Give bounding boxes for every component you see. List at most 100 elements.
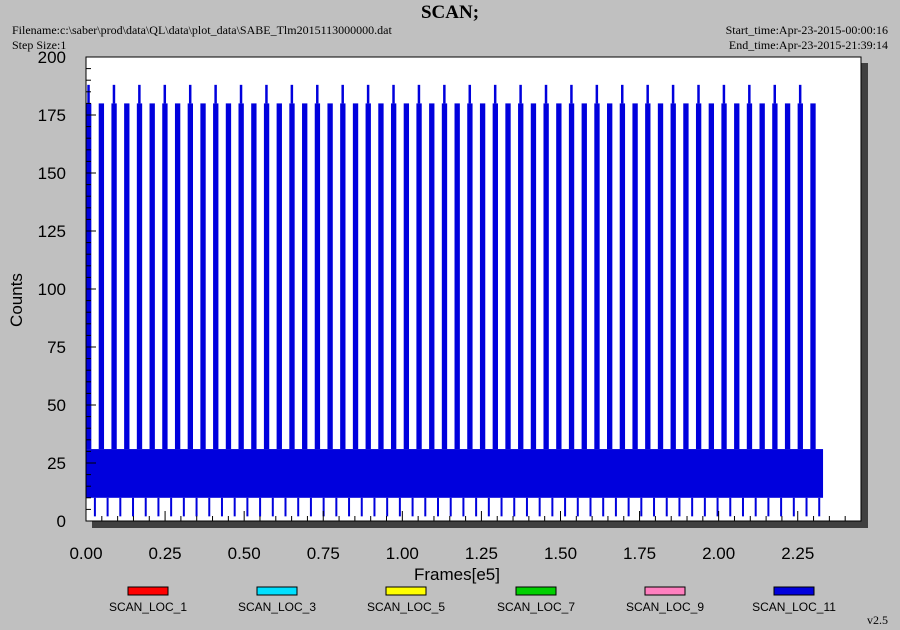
series-layer [86,84,824,517]
scan-pulse [721,103,727,450]
scan-pulse [314,103,321,450]
scan-band [86,449,824,498]
y-tick-label: 175 [38,106,66,125]
legend-label: SCAN_LOC_7 [497,600,575,614]
legend-label: SCAN_LOC_3 [238,600,316,614]
y-tick-label: 25 [47,454,66,473]
scan-pulse [556,103,562,450]
scan-pulse [340,103,346,450]
scan-pulse [289,103,295,450]
legend-swatch [385,586,427,596]
x-tick-label: 0.00 [69,544,102,563]
scan-pulse [607,103,613,450]
axes-layer: 0 25 50 75 100 125 150 175 200 0.00 0.25 0.50 0.75 1.… [38,48,862,563]
scan-pulse [518,103,524,450]
x-tick-label: 2.00 [702,544,735,563]
chart-title: SCAN; [420,2,480,23]
legend-swatch [127,586,169,596]
scan-pulse [479,103,486,450]
scan-pulse [429,103,435,450]
scan-pulse [543,103,549,450]
legend-label: SCAN_LOC_11 [752,600,836,614]
legend: SCAN_LOC_1 SCAN_LOC_3 SCAN_LOC_5 SCAN_LOC_7… [109,586,836,614]
scan-pulse [263,103,270,450]
x-tick-label: 2.25 [781,544,814,563]
y-axis-title: Counts [7,273,26,327]
scan-pulse [416,103,422,450]
scan-pulse [149,103,155,450]
scan-pulse [378,103,384,450]
series-scan-loc-11 [86,84,824,517]
y-tick-label: 125 [38,222,66,241]
start-time-label: Start_time:Apr-23-2015-00:00:16 [725,23,888,37]
version-label: v2.5 [867,613,888,627]
scan-pulse [568,103,575,450]
scan-pulse [352,103,359,450]
scan-pulse [187,103,193,450]
scan-pulse [708,103,715,450]
legend-label: SCAN_LOC_5 [367,600,445,614]
scan-pulse [492,103,498,450]
scan-pulse [213,103,219,450]
scan-pulse [619,103,626,450]
x-tick-label: 0.50 [228,544,261,563]
scan-pulse [505,103,511,450]
legend-swatch [515,586,557,596]
y-tick-label: 50 [47,396,66,415]
legend-label: SCAN_LOC_1 [109,600,187,614]
scan-pulse [162,103,168,450]
x-tick-label: 1.75 [623,544,656,563]
x-tick-label: 1.50 [544,544,577,563]
y-tick-label: 150 [38,164,66,183]
scan-pulse [86,103,92,450]
scan-pulse [797,103,803,450]
scan-pulse [670,103,676,450]
scan-pulse [200,103,206,450]
scan-pulse [581,103,587,450]
scan-pulse [276,103,282,450]
scan-pulse [441,103,448,450]
y-tick-label: 100 [38,280,66,299]
scan-pulse [734,103,740,450]
scan-pulse [467,103,473,450]
scan-pulse [695,103,702,450]
scan-pulse [174,103,181,450]
scan-pulse [530,103,537,450]
scan-pulse [784,103,791,450]
step-size-label: Step Size:1 [12,38,67,52]
end-time-label: End_time:Apr-23-2015-21:39:14 [728,38,888,52]
scan-pulse [365,103,371,450]
filename-label: Filename:c:\saber\prod\data\QL\data\plot… [12,23,392,37]
scan-pulse [111,103,117,450]
legend-label: SCAN_LOC_9 [626,600,704,614]
scan-pulse [98,103,105,450]
scan-pulse [746,103,753,450]
y-tick-label: 200 [38,48,66,67]
scan-pulse [683,103,689,450]
scan-pulse [225,103,232,450]
scan-pulse [136,103,143,450]
x-tick-label: 1.25 [465,544,498,563]
scan-pulse [759,103,765,450]
y-tick-label: 75 [47,338,66,357]
scan-pulse [302,103,308,450]
scan-pulse [251,103,257,450]
x-axis-title: Frames[e5] [414,565,500,584]
scan-pulse [632,103,638,450]
scan-pulse [772,103,778,450]
legend-swatch [773,586,815,596]
scan-pulse [645,103,651,450]
scan-pulse [657,103,664,450]
legend-swatch [644,586,686,596]
scan-pulse [594,103,600,450]
scan-pulse [810,103,816,450]
x-tick-label: 0.25 [149,544,182,563]
scan-pulse [124,103,130,450]
scan-pulse [238,103,244,450]
y-tick-label: 0 [57,512,66,531]
legend-swatch [256,586,298,596]
scan-pulse [390,103,397,450]
x-tick-label: 1.00 [386,544,419,563]
scan-pulse [327,103,333,450]
